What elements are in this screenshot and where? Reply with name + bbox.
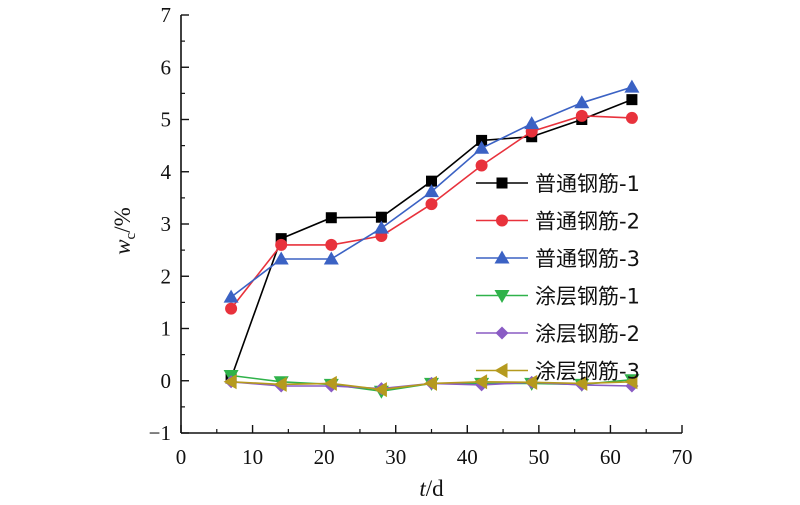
series-3-point xyxy=(373,220,389,234)
series-1-point xyxy=(325,212,337,224)
series-1-point xyxy=(476,134,488,146)
x-tick-label: 40 xyxy=(457,445,478,469)
series-3 xyxy=(223,79,640,303)
series-2-point xyxy=(225,302,238,315)
series-3-point xyxy=(323,251,339,265)
y-tick-label: 3 xyxy=(161,212,172,236)
x-tick-label: 50 xyxy=(528,445,549,469)
legend-item-3: 普通钢筋-3 xyxy=(476,247,640,271)
legend: 普通钢筋-1 普通钢筋-2 普通钢筋-3 涂层钢筋-1 涂层钢筋-2 涂层钢筋-3 xyxy=(476,172,640,384)
legend-label: 涂层钢筋-2 xyxy=(535,322,640,346)
series-6-point xyxy=(624,374,638,390)
series-3-point xyxy=(424,184,439,198)
legend-item-1: 普通钢筋-1 xyxy=(476,172,640,196)
legend-marker xyxy=(494,290,510,303)
legend-marker xyxy=(496,214,508,227)
y-tick-label: 0 xyxy=(161,369,172,393)
x-tick-label: 10 xyxy=(242,445,263,469)
series-6-point xyxy=(524,374,538,390)
series-3-point xyxy=(223,289,239,303)
legend-item-6: 涂层钢筋-3 xyxy=(476,360,640,384)
series-3-point xyxy=(624,79,640,93)
y-axis-title: wc/% xyxy=(110,207,139,255)
series-2-point xyxy=(325,238,338,251)
legend-label: 普通钢筋-1 xyxy=(535,172,640,196)
series-2-point xyxy=(575,109,588,122)
y-tick-label: 6 xyxy=(161,55,172,79)
legend-marker xyxy=(494,363,508,378)
series-6-point xyxy=(574,375,588,391)
x-tick-label: 60 xyxy=(600,445,621,469)
legend-marker xyxy=(494,250,510,264)
x-tick-label: 0 xyxy=(176,445,187,469)
x-axis-title: t/d xyxy=(419,476,444,501)
legend-label: 涂层钢筋-1 xyxy=(535,285,640,309)
series-1-point xyxy=(275,233,287,245)
series-6-point xyxy=(474,374,488,390)
series-3-point xyxy=(273,251,289,265)
series-layer xyxy=(223,79,640,399)
legend-item-4: 涂层钢筋-1 xyxy=(476,285,640,309)
series-6-point xyxy=(424,375,437,391)
series-1-point xyxy=(375,211,387,223)
series-3-point xyxy=(574,95,590,109)
y-tick-label: 5 xyxy=(161,108,172,132)
x-tick-label: 20 xyxy=(314,445,335,469)
legend-label: 涂层钢筋-3 xyxy=(535,360,640,384)
series-2-point xyxy=(275,238,288,251)
legend-marker xyxy=(496,177,508,189)
x-tick-label: 30 xyxy=(385,445,406,469)
y-tick-label: 7 xyxy=(161,3,172,27)
x-tick-label: 70 xyxy=(672,445,693,469)
series-3-point xyxy=(524,116,540,130)
series-6-point xyxy=(323,375,337,391)
legend-marker xyxy=(495,326,509,340)
series-3-point xyxy=(474,140,490,154)
legend-label: 普通钢筋-3 xyxy=(535,247,640,271)
legend-item-2: 普通钢筋-2 xyxy=(476,210,640,234)
series-2-point xyxy=(475,159,488,172)
series-2-point xyxy=(625,111,638,124)
series-6-point xyxy=(223,374,237,390)
legend-label: 普通钢筋-2 xyxy=(535,210,640,234)
legend-item-5: 涂层钢筋-2 xyxy=(476,322,640,346)
series-6-point xyxy=(273,376,287,392)
y-tick-label: −1 xyxy=(149,421,171,445)
series-6 xyxy=(223,374,638,398)
series-1-point xyxy=(626,94,638,106)
series-6-point xyxy=(373,382,387,398)
y-tick-label: 4 xyxy=(161,160,172,184)
series-2-point xyxy=(425,198,438,211)
y-tick-label: 1 xyxy=(161,317,172,341)
series-1-point xyxy=(426,175,437,187)
y-tick-label: 2 xyxy=(161,264,172,288)
